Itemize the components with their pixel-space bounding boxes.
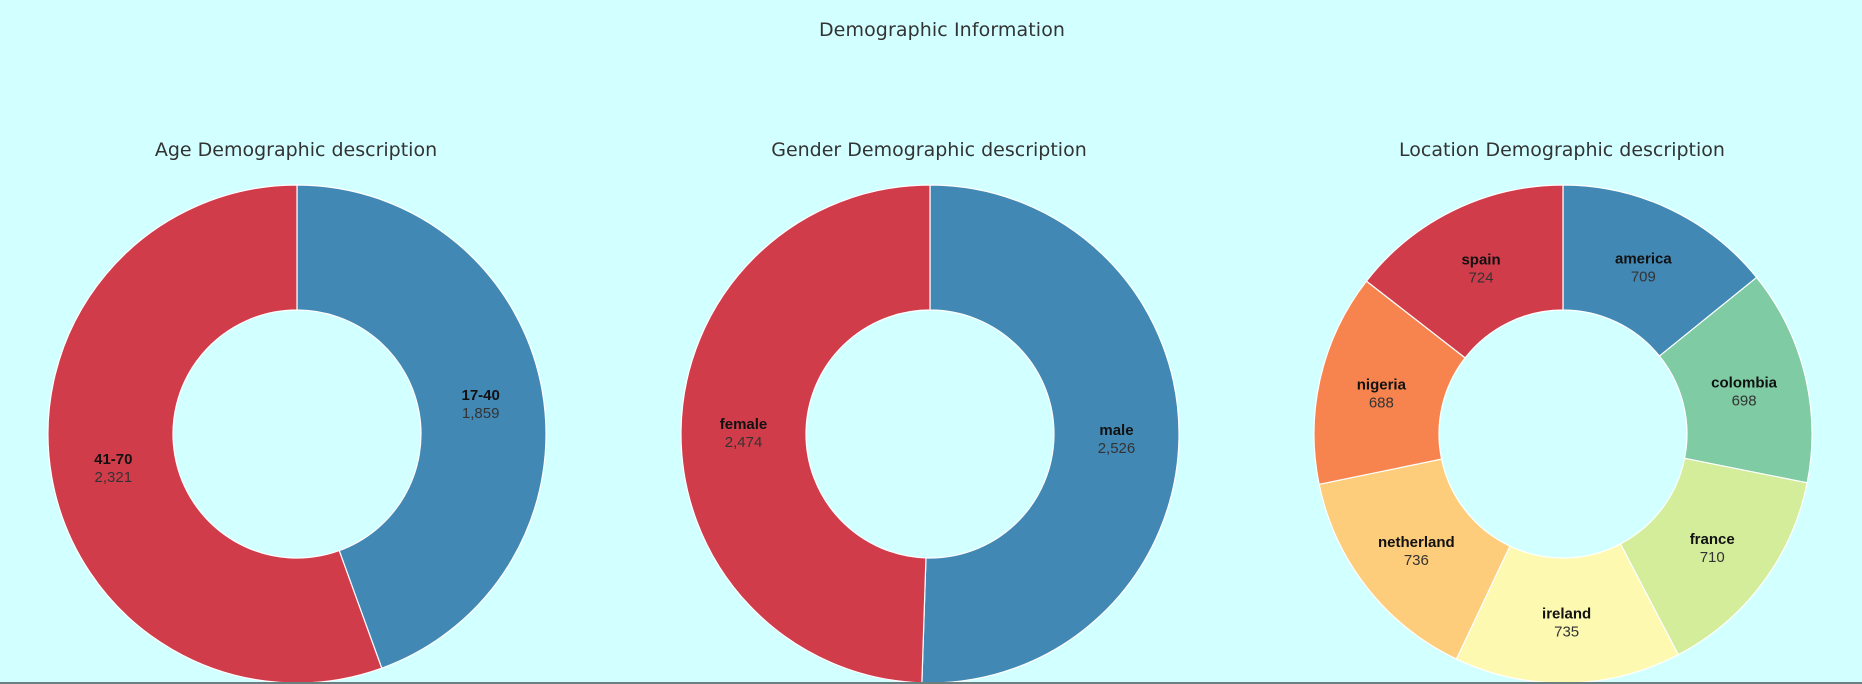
age-slice-17-40[interactable] xyxy=(296,184,547,669)
location-slice-label: nigeria xyxy=(1357,377,1407,394)
gender-slice-value: 2,474 xyxy=(725,434,763,451)
location-slice-label: colombia xyxy=(1711,374,1778,391)
location-slice-label: ireland xyxy=(1542,605,1591,622)
location-slice-colombia[interactable] xyxy=(1658,276,1813,484)
gender-slice-label: female xyxy=(720,416,768,433)
bottom-divider xyxy=(0,682,1862,684)
location-slice-netherland[interactable] xyxy=(1318,458,1511,660)
age-slice-label: 41-70 xyxy=(94,451,132,468)
gender-slice-value: 2,526 xyxy=(1098,440,1136,457)
location-slice-france[interactable] xyxy=(1619,457,1808,656)
location-slice-value: 735 xyxy=(1554,623,1579,640)
age-slice-value: 1,859 xyxy=(462,405,500,422)
location-slice-spain[interactable] xyxy=(1365,184,1564,359)
location-chart-title: Location Demographic description xyxy=(1399,139,1725,161)
location-slice-value: 724 xyxy=(1469,269,1494,286)
location-slice-nigeria[interactable] xyxy=(1313,280,1466,486)
age-slice-value: 2,321 xyxy=(95,469,133,486)
location-slice-label: france xyxy=(1690,531,1735,548)
location-slice-value: 688 xyxy=(1369,395,1394,412)
location-slice-value: 709 xyxy=(1631,269,1656,286)
age-slice-label: 17-40 xyxy=(462,387,500,404)
location-slice-value: 710 xyxy=(1700,549,1725,566)
location-slice-label: netherland xyxy=(1378,534,1455,551)
location-slice-america[interactable] xyxy=(1562,184,1758,357)
location-slice-label: spain xyxy=(1461,251,1500,268)
age-slice-41-70[interactable] xyxy=(47,184,383,684)
gender-slice-male[interactable] xyxy=(921,184,1180,684)
age-donut: 17-401,859 41-702,321 xyxy=(47,184,547,684)
location-slice-value: 736 xyxy=(1404,552,1429,569)
location-slice-value: 698 xyxy=(1732,392,1757,409)
age-chart-title: Age Demographic description xyxy=(154,139,438,161)
page-title: Demographic Information xyxy=(818,19,1066,41)
location-slice-label: america xyxy=(1615,251,1672,268)
gender-slice-female[interactable] xyxy=(680,184,931,684)
gender-slice-label: male xyxy=(1099,422,1133,439)
location-slice-ireland[interactable] xyxy=(1455,543,1680,684)
gender-chart-title: Gender Demographic description xyxy=(771,139,1087,161)
